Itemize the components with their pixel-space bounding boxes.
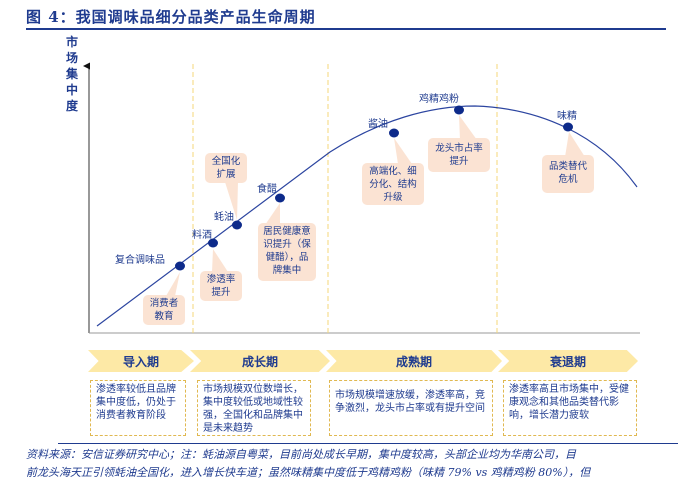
point-shicu [275, 193, 285, 203]
callout: 高端化、细分化、结构升级 [362, 163, 424, 205]
product-label: 蚝油 [214, 212, 234, 223]
phase-decline: 衰退期 [498, 350, 638, 372]
callout: 品类替代危机 [542, 155, 594, 193]
phase-intro: 导入期 [88, 350, 194, 372]
point-jiangyou [389, 128, 399, 138]
callout-tail [166, 272, 180, 296]
callout-tail [394, 138, 412, 164]
callout-tail [265, 203, 280, 225]
callout: 全国化扩展 [205, 153, 247, 183]
callout: 渗透率提升 [200, 271, 242, 301]
footer-rule [58, 443, 678, 444]
callout-tail [225, 182, 238, 220]
point-haoyou [232, 220, 242, 230]
figure-title: 图 4：我国调味品细分品类产品生命周期 [26, 8, 316, 26]
y-axis-label: 市场集中度 [66, 35, 79, 113]
product-label: 复合调味品 [115, 255, 165, 266]
callout: 龙头市占率提升 [428, 138, 490, 172]
callout: 居民健康意识提升（保健醋），品牌集中 [258, 223, 316, 281]
phase-growth: 成长期 [190, 350, 330, 372]
product-label: 酱油 [368, 119, 388, 130]
phase-desc: 渗透率高且市场集中，受健康观念和其他品类替代影响，增长潜力疲软 [503, 380, 637, 436]
source-note: 前龙头海天正引领蚝油全国化，进入增长快车道；虽然味精集中度低于鸡精鸡粉（味精 7… [26, 466, 591, 479]
product-label: 食醋 [257, 184, 277, 195]
callout-tail [212, 249, 228, 272]
product-label: 鸡精鸡粉 [419, 94, 459, 105]
title-rule [26, 28, 666, 30]
callout-tail [565, 132, 585, 157]
phase-mature: 成熟期 [326, 350, 502, 372]
point-jijing [454, 105, 464, 115]
product-label: 味精 [557, 111, 577, 122]
phase-desc: 市场规模增速放缓，渗透率高，竞争激烈，龙头市占率或有提升空间 [329, 380, 493, 436]
callout: 消费者教育 [143, 295, 185, 325]
source-note: 资料来源：安信证券研究中心；注：蚝油源自粤菜，目前尚处成长早期，集中度较高，头部… [26, 448, 576, 461]
point-liaojiu [208, 238, 218, 248]
callout-tail [459, 115, 477, 140]
point-fuhe [175, 261, 185, 271]
phase-desc: 渗透率较低且品牌集中度低，仍处于消费者教育阶段 [90, 380, 186, 436]
point-weijing [563, 122, 573, 132]
lifecycle-curve [96, 105, 638, 327]
phase-desc: 市场规模双位数增长，集中度较低或地域性较强，全国化和品牌集中是未来趋势 [197, 380, 311, 436]
product-label: 料酒 [192, 230, 212, 241]
